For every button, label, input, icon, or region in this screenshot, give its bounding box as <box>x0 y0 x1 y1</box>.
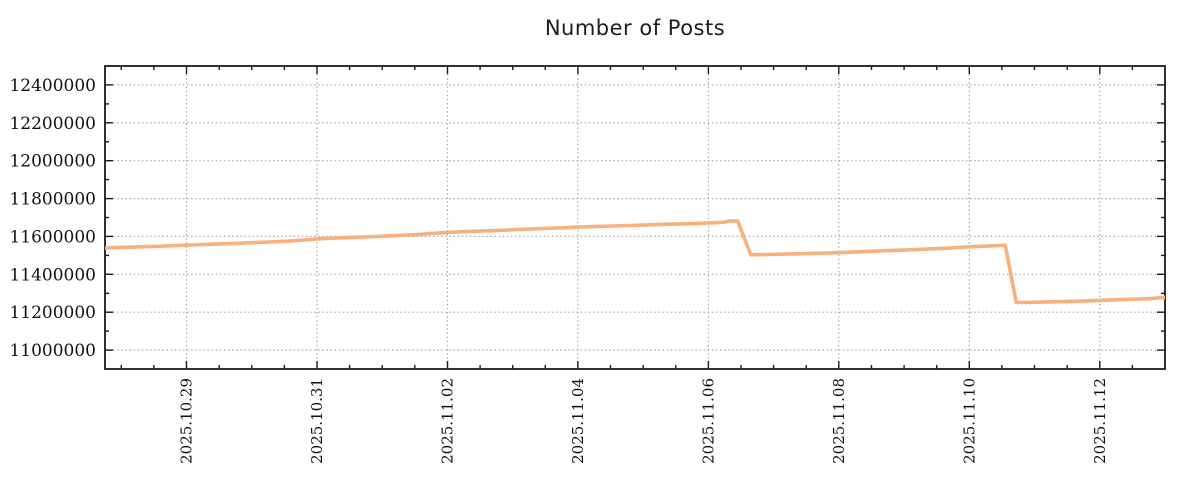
y-tick-label: 11400000 <box>9 265 96 285</box>
data-line-number-of-posts <box>104 219 1166 305</box>
y-tick-label: 11600000 <box>9 227 96 247</box>
y-tick-label: 12200000 <box>9 114 96 134</box>
y-tick-label: 11000000 <box>9 341 96 361</box>
x-tick-label: 2025.11.10 <box>960 378 978 464</box>
y-tick-label: 11200000 <box>9 303 96 323</box>
x-tick-label: 2025.11.04 <box>569 378 587 464</box>
chart-title: Number of Posts <box>544 16 726 40</box>
x-tick-label: 2025.10.31 <box>308 378 326 464</box>
x-tick-label: 2025.11.06 <box>699 378 717 464</box>
plot-border <box>104 65 1166 370</box>
x-tick-label: 2025.11.02 <box>439 378 457 464</box>
x-tick-label: 2025.11.12 <box>1091 378 1109 464</box>
x-tick-label: 2025.10.29 <box>178 378 196 464</box>
y-tick-label: 12000000 <box>9 152 96 172</box>
y-tick-label: 11800000 <box>9 190 96 210</box>
x-tick-label: 2025.11.08 <box>830 378 848 464</box>
y-tick-label: 12400000 <box>9 76 96 96</box>
